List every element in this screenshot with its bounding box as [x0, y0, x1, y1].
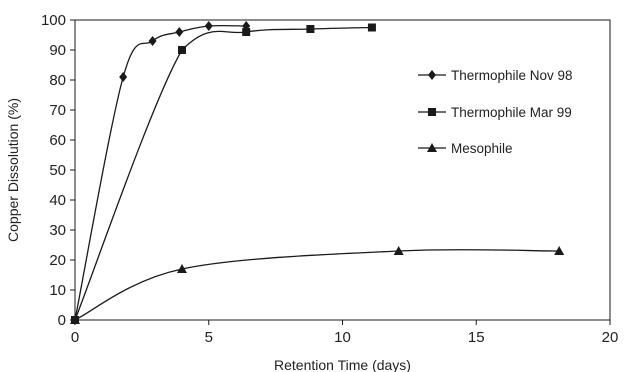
- data-point: [204, 21, 213, 31]
- series-line: [74, 24, 247, 321]
- x-axis-ticks: 0 5 10 15 20: [71, 320, 619, 346]
- x-tick-label: 5: [205, 329, 213, 346]
- y-tick-label: 80: [49, 72, 66, 89]
- x-tick-label: 10: [334, 329, 351, 346]
- x-axis-title: Retention Time (days): [274, 357, 411, 372]
- data-point: [70, 315, 80, 324]
- axes: [74, 19, 611, 321]
- y-axis-title: Copper Dissolution (%): [5, 98, 21, 242]
- y-tick-label: 60: [49, 132, 66, 149]
- series-layer: [70, 21, 565, 325]
- legend: Thermophile Nov 98 Thermophile Mar 99 Meso…: [418, 68, 573, 156]
- y-tick-label: 50: [49, 162, 66, 179]
- y-tick-label: 30: [49, 222, 66, 239]
- x-tick-label: 15: [468, 329, 485, 346]
- data-point: [367, 23, 376, 32]
- legend-item: Mesophile: [418, 141, 513, 156]
- data-point: [178, 46, 186, 54]
- legend-marker: [427, 143, 437, 152]
- legend-item: Thermophile Mar 99: [418, 105, 572, 120]
- series-line: [74, 249, 560, 321]
- y-tick-label: 20: [49, 252, 66, 269]
- y-axis-ticks: 0 10 20 30 40 50 60 70 80 90 100: [41, 12, 75, 329]
- y-tick-label: 70: [49, 102, 66, 119]
- data-point: [306, 25, 315, 33]
- legend-label: Thermophile Nov 98: [451, 68, 573, 83]
- data-point: [175, 27, 184, 37]
- data-point: [242, 28, 251, 36]
- plot-frame: [74, 19, 611, 321]
- legend-label: Thermophile Mar 99: [451, 105, 572, 120]
- y-tick-label: 90: [49, 42, 66, 59]
- y-tick-label: 40: [49, 192, 66, 209]
- legend-label: Mesophile: [451, 141, 513, 156]
- series-2: [71, 23, 376, 324]
- y-tick-label: 0: [58, 312, 66, 329]
- series-3: [70, 246, 565, 324]
- series-line: [74, 26, 372, 321]
- data-point: [148, 36, 157, 46]
- legend-marker: [428, 108, 436, 116]
- legend-marker: [428, 70, 436, 80]
- data-point: [177, 264, 187, 273]
- x-tick-label: 0: [71, 329, 79, 346]
- data-point: [554, 246, 565, 255]
- y-tick-label: 100: [41, 12, 66, 29]
- x-tick-label: 20: [602, 329, 619, 346]
- y-tick-label: 10: [49, 282, 66, 299]
- series-1: [71, 21, 251, 325]
- data-point: [119, 72, 128, 82]
- data-point: [393, 246, 404, 255]
- legend-item: Thermophile Nov 98: [418, 68, 573, 83]
